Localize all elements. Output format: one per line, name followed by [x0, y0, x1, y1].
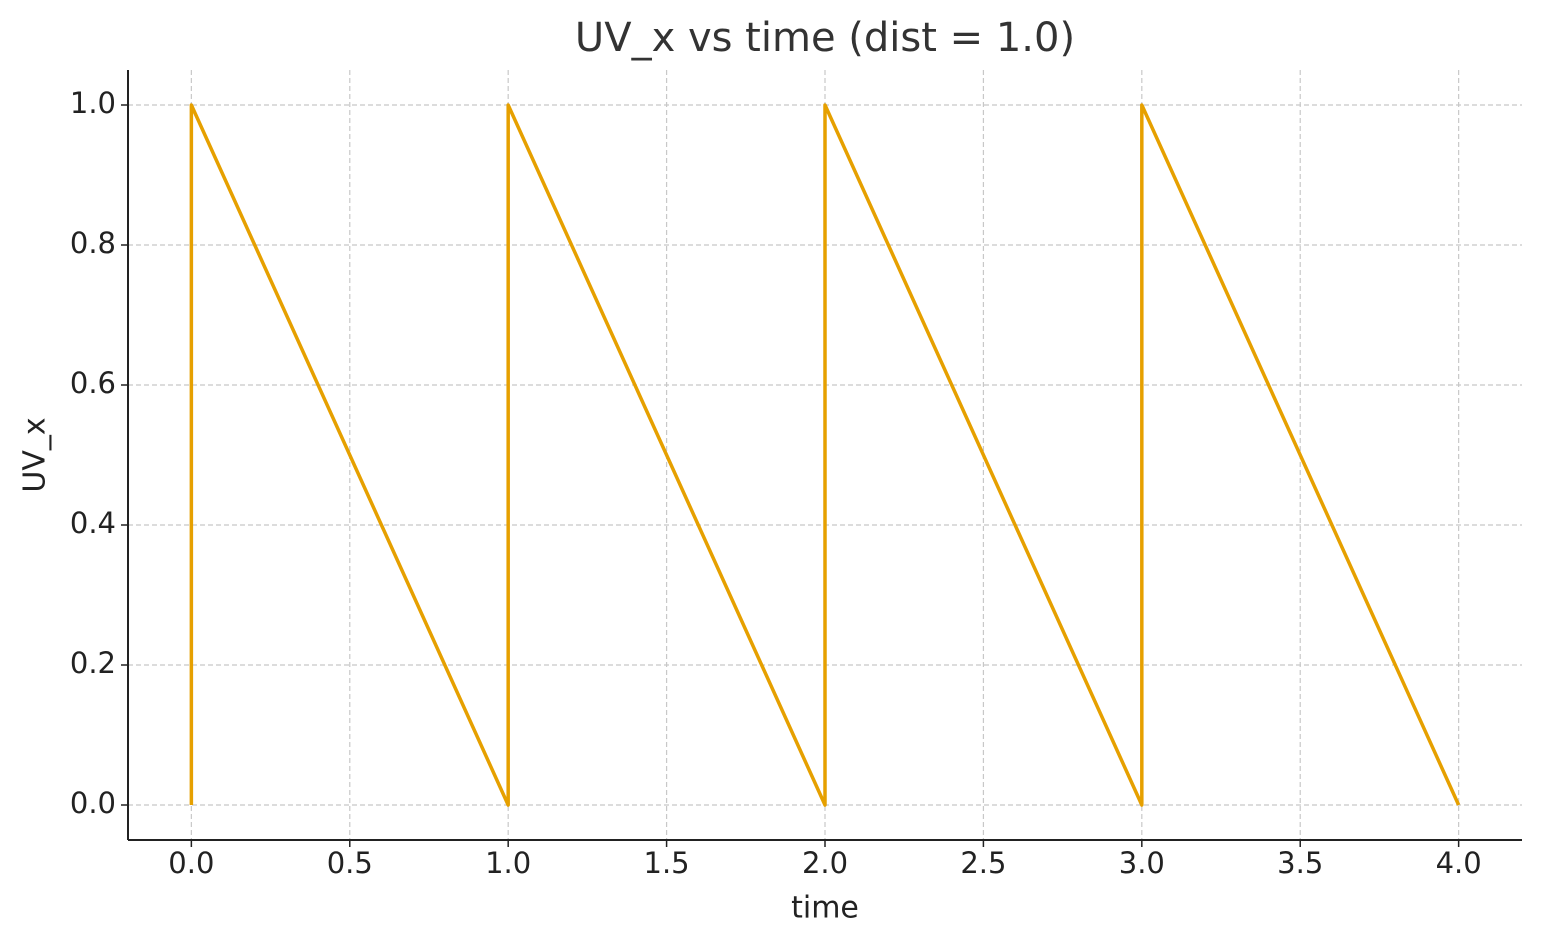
- y-tick-label: 0.8: [70, 226, 116, 260]
- x-tick-label: 3.5: [1277, 846, 1323, 880]
- x-tick-label: 2.5: [960, 846, 1006, 880]
- x-tick-label: 1.0: [485, 846, 531, 880]
- x-tick-label: 0.0: [168, 846, 214, 880]
- x-tick-label: 4.0: [1436, 846, 1482, 880]
- x-tick-label: 2.0: [802, 846, 848, 880]
- x-tick-label: 1.5: [644, 846, 690, 880]
- x-tick-label: 0.5: [327, 846, 373, 880]
- chart-title: UV_x vs time (dist = 1.0): [575, 15, 1075, 61]
- x-axis-label: time: [791, 891, 859, 926]
- y-axis-label: UV_x: [18, 417, 53, 492]
- y-tick-label: 0.2: [70, 646, 116, 680]
- y-tick-label: 0.4: [70, 506, 116, 540]
- y-tick-label: 0.0: [70, 786, 116, 820]
- y-tick-label: 1.0: [70, 86, 116, 120]
- series-line: [189, 103, 1461, 807]
- y-tick-label: 0.6: [70, 366, 116, 400]
- x-tick-label: 3.0: [1119, 846, 1165, 880]
